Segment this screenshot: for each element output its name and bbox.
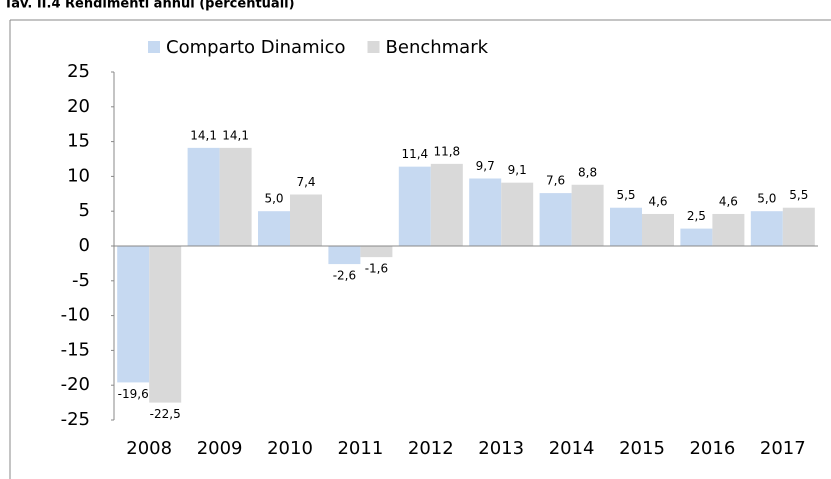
bar	[712, 213, 745, 246]
data-label: -22,5	[150, 407, 181, 421]
legend-swatch	[367, 41, 380, 53]
y-tick-label: 0	[79, 235, 90, 256]
data-label: 11,8	[433, 144, 460, 158]
y-tick-label: 15	[67, 131, 90, 152]
x-tick-label: 2011	[337, 438, 383, 459]
x-tick-label: 2015	[619, 438, 665, 459]
bar	[398, 166, 431, 246]
chart-title: Tav. II.4 Rendimenti annui (percentuali)	[4, 0, 295, 12]
bar	[501, 182, 534, 246]
data-label: -1,6	[365, 262, 388, 276]
bar	[539, 193, 572, 246]
data-label: 5,5	[616, 188, 635, 202]
data-label: 4,6	[719, 194, 738, 208]
x-tick-label: 2017	[760, 438, 806, 459]
data-label: 7,6	[546, 174, 565, 188]
legend-label: Comparto Dinamico	[166, 37, 346, 58]
bar	[328, 246, 361, 265]
legend-swatch	[148, 41, 160, 53]
data-label: 9,7	[476, 159, 495, 173]
bar	[219, 147, 252, 246]
x-tick-label: 2008	[126, 438, 172, 459]
data-label: 5,0	[757, 192, 776, 206]
y-tick-label: -25	[61, 409, 90, 430]
y-tick-label: -10	[61, 305, 90, 326]
y-tick-label: 10	[67, 165, 90, 186]
bar	[187, 147, 220, 246]
data-label: 8,8	[578, 165, 597, 179]
data-label: -2,6	[333, 269, 356, 283]
data-label: 14,1	[222, 128, 249, 142]
bar	[642, 213, 674, 246]
y-tick-label: -5	[72, 270, 90, 291]
y-tick-label: 20	[67, 96, 90, 117]
bar	[360, 246, 393, 258]
data-label: 5,0	[264, 192, 283, 206]
y-tick-label: -15	[61, 339, 90, 360]
data-label: -19,6	[118, 387, 149, 401]
data-label: 11,4	[401, 147, 428, 161]
y-tick-label: -20	[61, 374, 90, 395]
bar	[469, 178, 502, 246]
bar	[149, 246, 182, 403]
bar	[750, 211, 783, 246]
legend-label: Benchmark	[386, 37, 489, 58]
y-tick-label: 25	[67, 61, 90, 82]
x-tick-label: 2012	[408, 438, 454, 459]
data-label: 5,5	[789, 188, 808, 202]
data-label: 2,5	[687, 209, 706, 223]
data-label: 9,1	[508, 163, 527, 177]
bar	[290, 194, 322, 246]
x-tick-label: 2014	[549, 438, 595, 459]
x-tick-label: 2009	[197, 438, 243, 459]
data-label: 14,1	[190, 128, 217, 142]
bar	[117, 246, 150, 383]
x-tick-label: 2016	[689, 438, 735, 459]
x-tick-label: 2013	[478, 438, 524, 459]
bar	[430, 163, 463, 246]
y-tick-label: 5	[79, 200, 90, 221]
data-label: 4,6	[648, 194, 667, 208]
x-tick-label: 2010	[267, 438, 313, 459]
bar	[571, 184, 604, 246]
bar	[258, 211, 290, 246]
data-label: 7,4	[296, 175, 315, 189]
bar	[610, 207, 642, 246]
bar	[782, 207, 815, 246]
bar	[680, 228, 713, 246]
